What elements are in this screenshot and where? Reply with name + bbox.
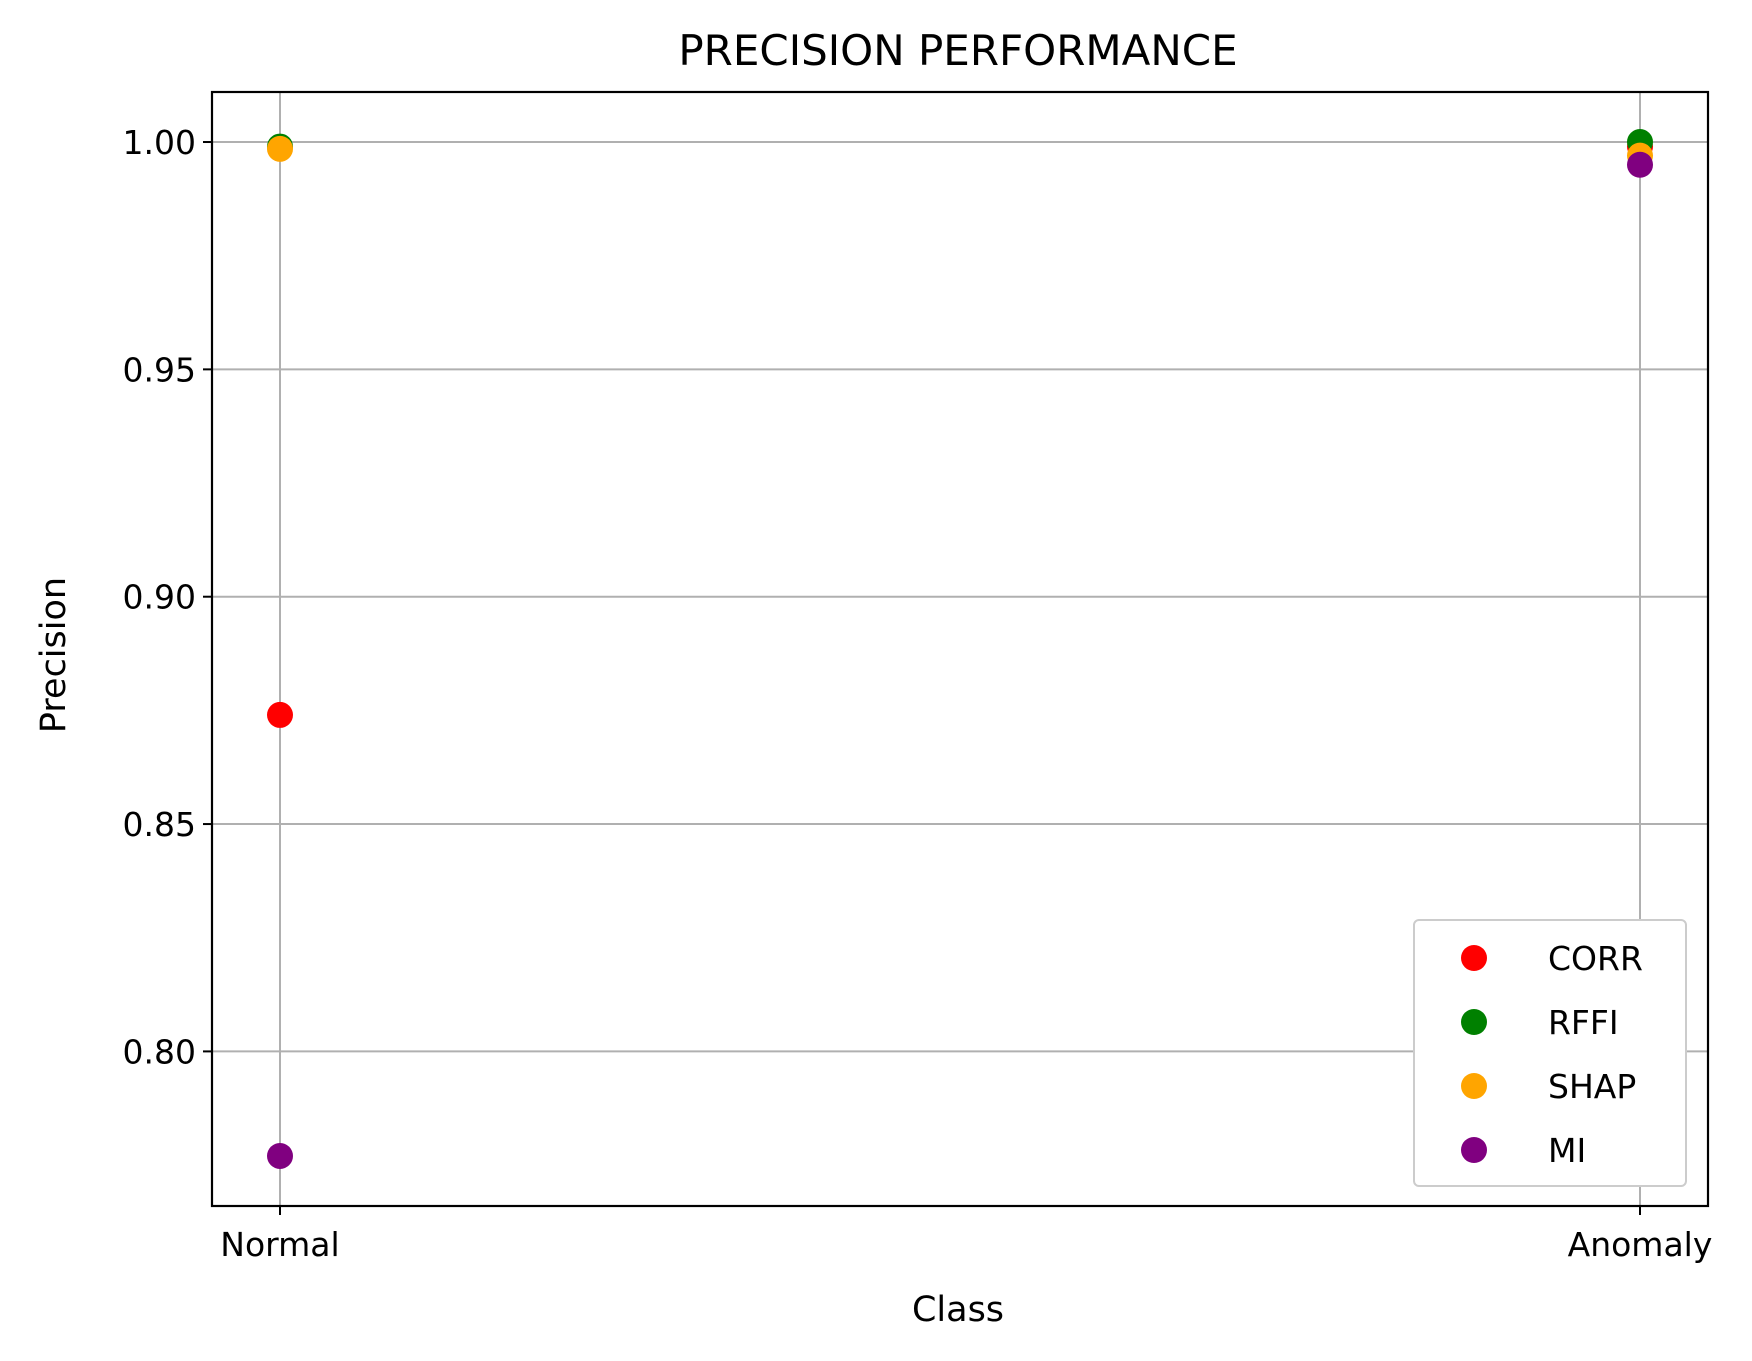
x-axis-title: Class bbox=[912, 1290, 1004, 1330]
legend-marker-mi bbox=[1461, 1137, 1487, 1163]
legend-box bbox=[1413, 919, 1687, 1187]
data-point-shap-normal bbox=[267, 135, 293, 162]
legend-marker-corr bbox=[1461, 945, 1487, 971]
ticks-layer: 0.80 0.85 0.90 0.95 1.00 Normal Anomaly bbox=[123, 123, 1713, 1264]
points-layer bbox=[267, 129, 1653, 1169]
legend-marker-rffi bbox=[1461, 1009, 1487, 1035]
y-tick-label: 0.95 bbox=[123, 350, 196, 389]
data-point-corr-normal bbox=[267, 701, 293, 728]
plot-frame bbox=[210, 90, 1710, 1208]
y-tick-label: 0.90 bbox=[123, 578, 196, 617]
legend-label-rffi: RFFI bbox=[1548, 1003, 1619, 1042]
data-point-mi-anomaly bbox=[1627, 151, 1653, 178]
legend-marker-shap bbox=[1461, 1073, 1487, 1099]
y-axis-title: Precision bbox=[34, 577, 74, 733]
y-tick-label: 1.00 bbox=[123, 123, 196, 162]
legend-label-mi: MI bbox=[1548, 1131, 1586, 1170]
chart-title: PRECISION PERFORMANCE bbox=[678, 26, 1237, 75]
y-tick-label: 0.80 bbox=[123, 1032, 196, 1071]
x-tick-label: Normal bbox=[220, 1225, 339, 1264]
x-tick-label: Anomaly bbox=[1568, 1225, 1713, 1264]
legend-label-corr: CORR bbox=[1548, 939, 1643, 978]
legend-label-shap: SHAP bbox=[1548, 1067, 1636, 1106]
legend: CORR RFFI SHAP MI bbox=[1413, 919, 1687, 1187]
y-tick-label: 0.85 bbox=[123, 805, 196, 844]
data-point-mi-normal bbox=[267, 1142, 293, 1169]
